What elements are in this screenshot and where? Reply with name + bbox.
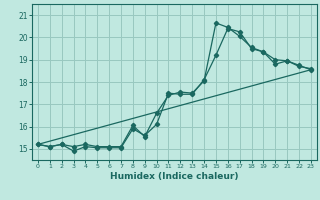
X-axis label: Humidex (Indice chaleur): Humidex (Indice chaleur) [110,172,239,181]
